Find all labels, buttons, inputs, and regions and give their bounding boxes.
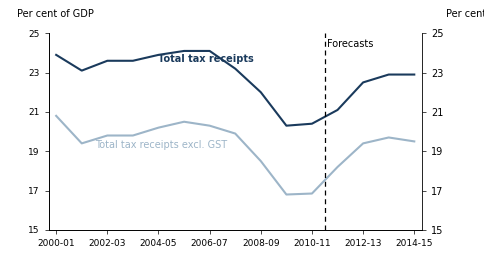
Text: Per cent of GDP: Per cent of GDP	[445, 9, 484, 19]
Text: Total tax receipts excl. GST: Total tax receipts excl. GST	[94, 140, 226, 150]
Text: Forecasts: Forecasts	[326, 39, 372, 49]
Text: Per cent of GDP: Per cent of GDP	[17, 9, 93, 19]
Text: Total tax receipts: Total tax receipts	[158, 54, 254, 64]
